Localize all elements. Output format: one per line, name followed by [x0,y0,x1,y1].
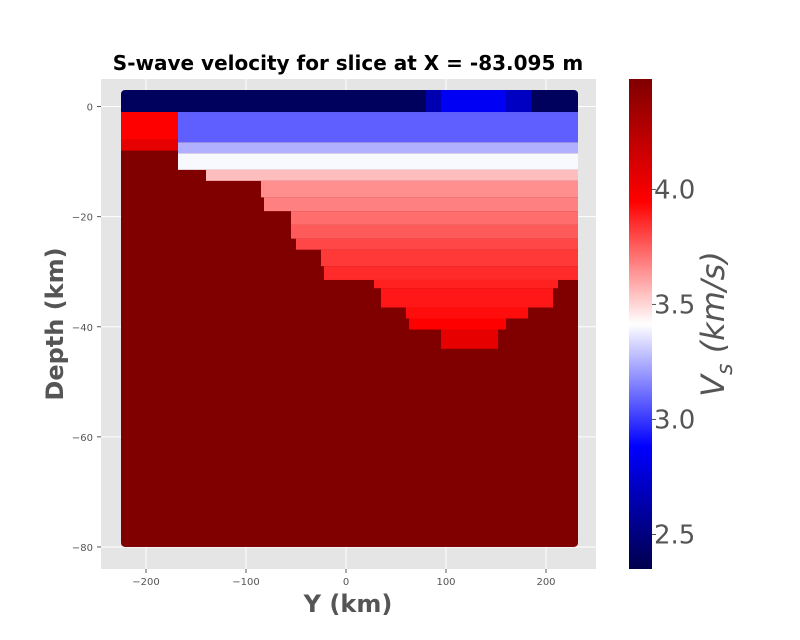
colorbar-label: Vs (km/s) [694,251,738,397]
axis-ticks: −200 −100 0 100 200 0 −20 −40 −60 −80 [72,103,556,588]
colorbar-ticks: 2.5 3.0 3.5 4.0 [652,175,695,550]
velocity-cell-7 [178,112,578,143]
velocity-cell-1 [426,90,441,113]
velocity-cell-3 [506,90,531,113]
velocity-cell-21 [409,318,506,330]
colorbar-label-base: V [694,373,732,397]
chart-title: S-wave velocity for slice at X = -83.095… [113,51,583,75]
y-tick-label-1: −20 [72,213,93,224]
velocity-cell-5 [121,112,178,140]
velocity-cell-6 [121,139,178,151]
velocity-field [121,90,578,547]
x-tick-label-0: −200 [132,577,159,588]
x-axis-label: Y (km) [303,590,393,618]
colorbar-tick-label-1: 3.0 [654,405,695,435]
velocity-cell-18 [374,279,558,289]
velocity-cell-16 [321,249,578,267]
colorbar-tick-label-2: 3.5 [654,290,695,320]
velocity-cell-12 [264,197,578,212]
velocity-cell-22 [441,329,498,349]
x-tick-label-2: 0 [343,577,349,588]
velocity-cell-2 [441,90,506,113]
velocity-cell-9 [178,153,578,170]
x-tick-label-3: 100 [436,577,455,588]
y-axis-label: Depth (km) [41,247,69,400]
velocity-cell-14 [291,224,578,239]
velocity-cell-8 [178,142,578,154]
colorbar [629,79,652,569]
velocity-cell-17 [324,266,578,280]
y-tick-label-3: −60 [72,433,93,444]
velocity-cell-11 [261,180,578,198]
velocity-cell-20 [406,307,528,319]
velocity-cells [121,90,578,547]
colorbar-label-subscript: s [713,363,738,374]
velocity-cell-15 [296,238,578,250]
colorbar-tick-label-0: 2.5 [654,520,695,550]
velocity-cell-13 [291,211,578,225]
velocity-cell-19 [381,288,553,308]
velocity-cell-10 [206,169,578,181]
colorbar-tick-label-3: 4.0 [654,175,695,205]
x-tick-label-4: 200 [536,577,555,588]
colorbar-label-rest: (km/s) [694,251,732,363]
y-tick-label-4: −80 [72,543,93,554]
x-tick-label-1: −100 [232,577,259,588]
y-tick-label-2: −40 [72,323,93,334]
y-tick-label-0: 0 [87,103,93,114]
